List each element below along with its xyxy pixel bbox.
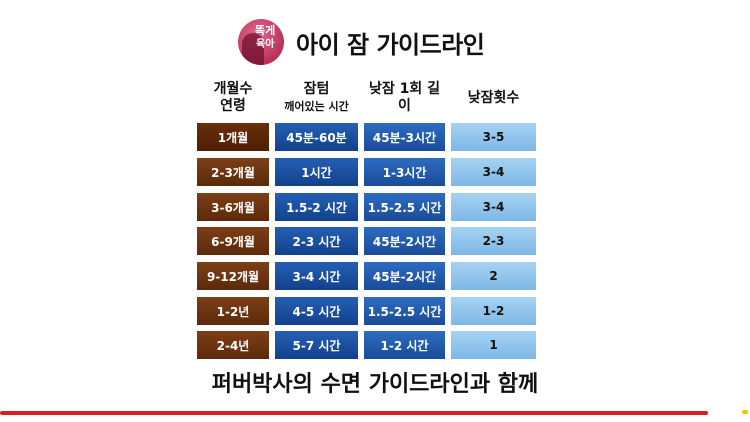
table-row: 3-6개월 1.5-2 시간 1.5-2.5 시간 3-4 bbox=[197, 193, 537, 221]
footer-tagline: 퍼버박사의 수면 가이드라인과 함께 bbox=[211, 372, 539, 397]
nap-length-cell: 45분-2시간 bbox=[364, 262, 445, 290]
nap-count-cell: 3-5 bbox=[451, 123, 536, 151]
table-row: 2-3개월 1시간 1-3시간 3-4 bbox=[197, 158, 537, 186]
accent-divider bbox=[0, 411, 708, 415]
nap-length-cell: 1-2 시간 bbox=[364, 331, 445, 359]
accent-dot bbox=[742, 410, 748, 414]
header-wake-window-line2: 깨어있는 시간 bbox=[284, 100, 349, 113]
age-cell: 2-4년 bbox=[197, 331, 269, 359]
table-row: 1-2년 4-5 시간 1.5-2.5 시간 1-2 bbox=[197, 297, 537, 325]
wake-window-cell: 4-5 시간 bbox=[275, 297, 358, 325]
brand-logo-icon: 똑게 육아 bbox=[238, 19, 284, 65]
age-cell: 9-12개월 bbox=[197, 262, 269, 290]
header-nap-length: 낮잠 1회 길이 bbox=[364, 78, 445, 118]
header-age: 개월수 연령 bbox=[197, 78, 269, 118]
header-nap-length-line1: 낮잠 1회 길이 bbox=[368, 81, 440, 114]
age-cell: 1개월 bbox=[197, 123, 269, 151]
nap-count-cell: 2-3 bbox=[451, 227, 536, 255]
logo-text-top: 똑게 bbox=[255, 24, 276, 37]
nap-length-cell: 1-3시간 bbox=[364, 158, 445, 186]
table-row: 1개월 45분-60분 45분-3시간 3-5 bbox=[197, 123, 537, 151]
logo-text-bottom: 육아 bbox=[256, 39, 275, 50]
age-cell: 3-6개월 bbox=[197, 193, 269, 221]
header-age-line1: 개월수 bbox=[213, 81, 253, 97]
header: 똑게 육아 아이 잠 가이드라인 bbox=[238, 19, 485, 65]
nap-count-cell: 2 bbox=[451, 262, 536, 290]
wake-window-cell: 1시간 bbox=[275, 158, 358, 186]
mother-baby-silhouette-icon bbox=[242, 33, 264, 65]
table-row: 9-12개월 3-4 시간 45분-2시간 2 bbox=[197, 262, 537, 290]
nap-length-cell: 1.5-2.5 시간 bbox=[364, 193, 445, 221]
table-row: 2-4년 5-7 시간 1-2 시간 1 bbox=[197, 331, 537, 359]
page-title: 아이 잠 가이드라인 bbox=[296, 30, 485, 59]
nap-count-cell: 1-2 bbox=[451, 297, 536, 325]
header-wake-window: 잠텀 깨어있는 시간 bbox=[275, 78, 358, 118]
wake-window-cell: 1.5-2 시간 bbox=[275, 193, 358, 221]
header-wake-window-line1: 잠텀 bbox=[303, 81, 330, 97]
nap-length-cell: 1.5-2.5 시간 bbox=[364, 297, 445, 325]
header-nap-count: 낮잠횟수 bbox=[451, 78, 536, 118]
wake-window-cell: 5-7 시간 bbox=[275, 331, 358, 359]
age-cell: 2-3개월 bbox=[197, 158, 269, 186]
age-cell: 1-2년 bbox=[197, 297, 269, 325]
nap-count-cell: 1 bbox=[451, 331, 536, 359]
header-age-line2: 연령 bbox=[220, 98, 246, 114]
age-cell: 6-9개월 bbox=[197, 227, 269, 255]
header-nap-count-line1: 낮잠횟수 bbox=[467, 89, 520, 106]
nap-count-cell: 3-4 bbox=[451, 158, 536, 186]
table-row: 6-9개월 2-3 시간 45분-2시간 2-3 bbox=[197, 227, 537, 255]
nap-length-cell: 45분-3시간 bbox=[364, 123, 445, 151]
wake-window-cell: 2-3 시간 bbox=[275, 227, 358, 255]
nap-count-cell: 3-4 bbox=[451, 193, 536, 221]
wake-window-cell: 45분-60분 bbox=[275, 123, 358, 151]
wake-window-cell: 3-4 시간 bbox=[275, 262, 358, 290]
nap-length-cell: 45분-2시간 bbox=[364, 227, 445, 255]
